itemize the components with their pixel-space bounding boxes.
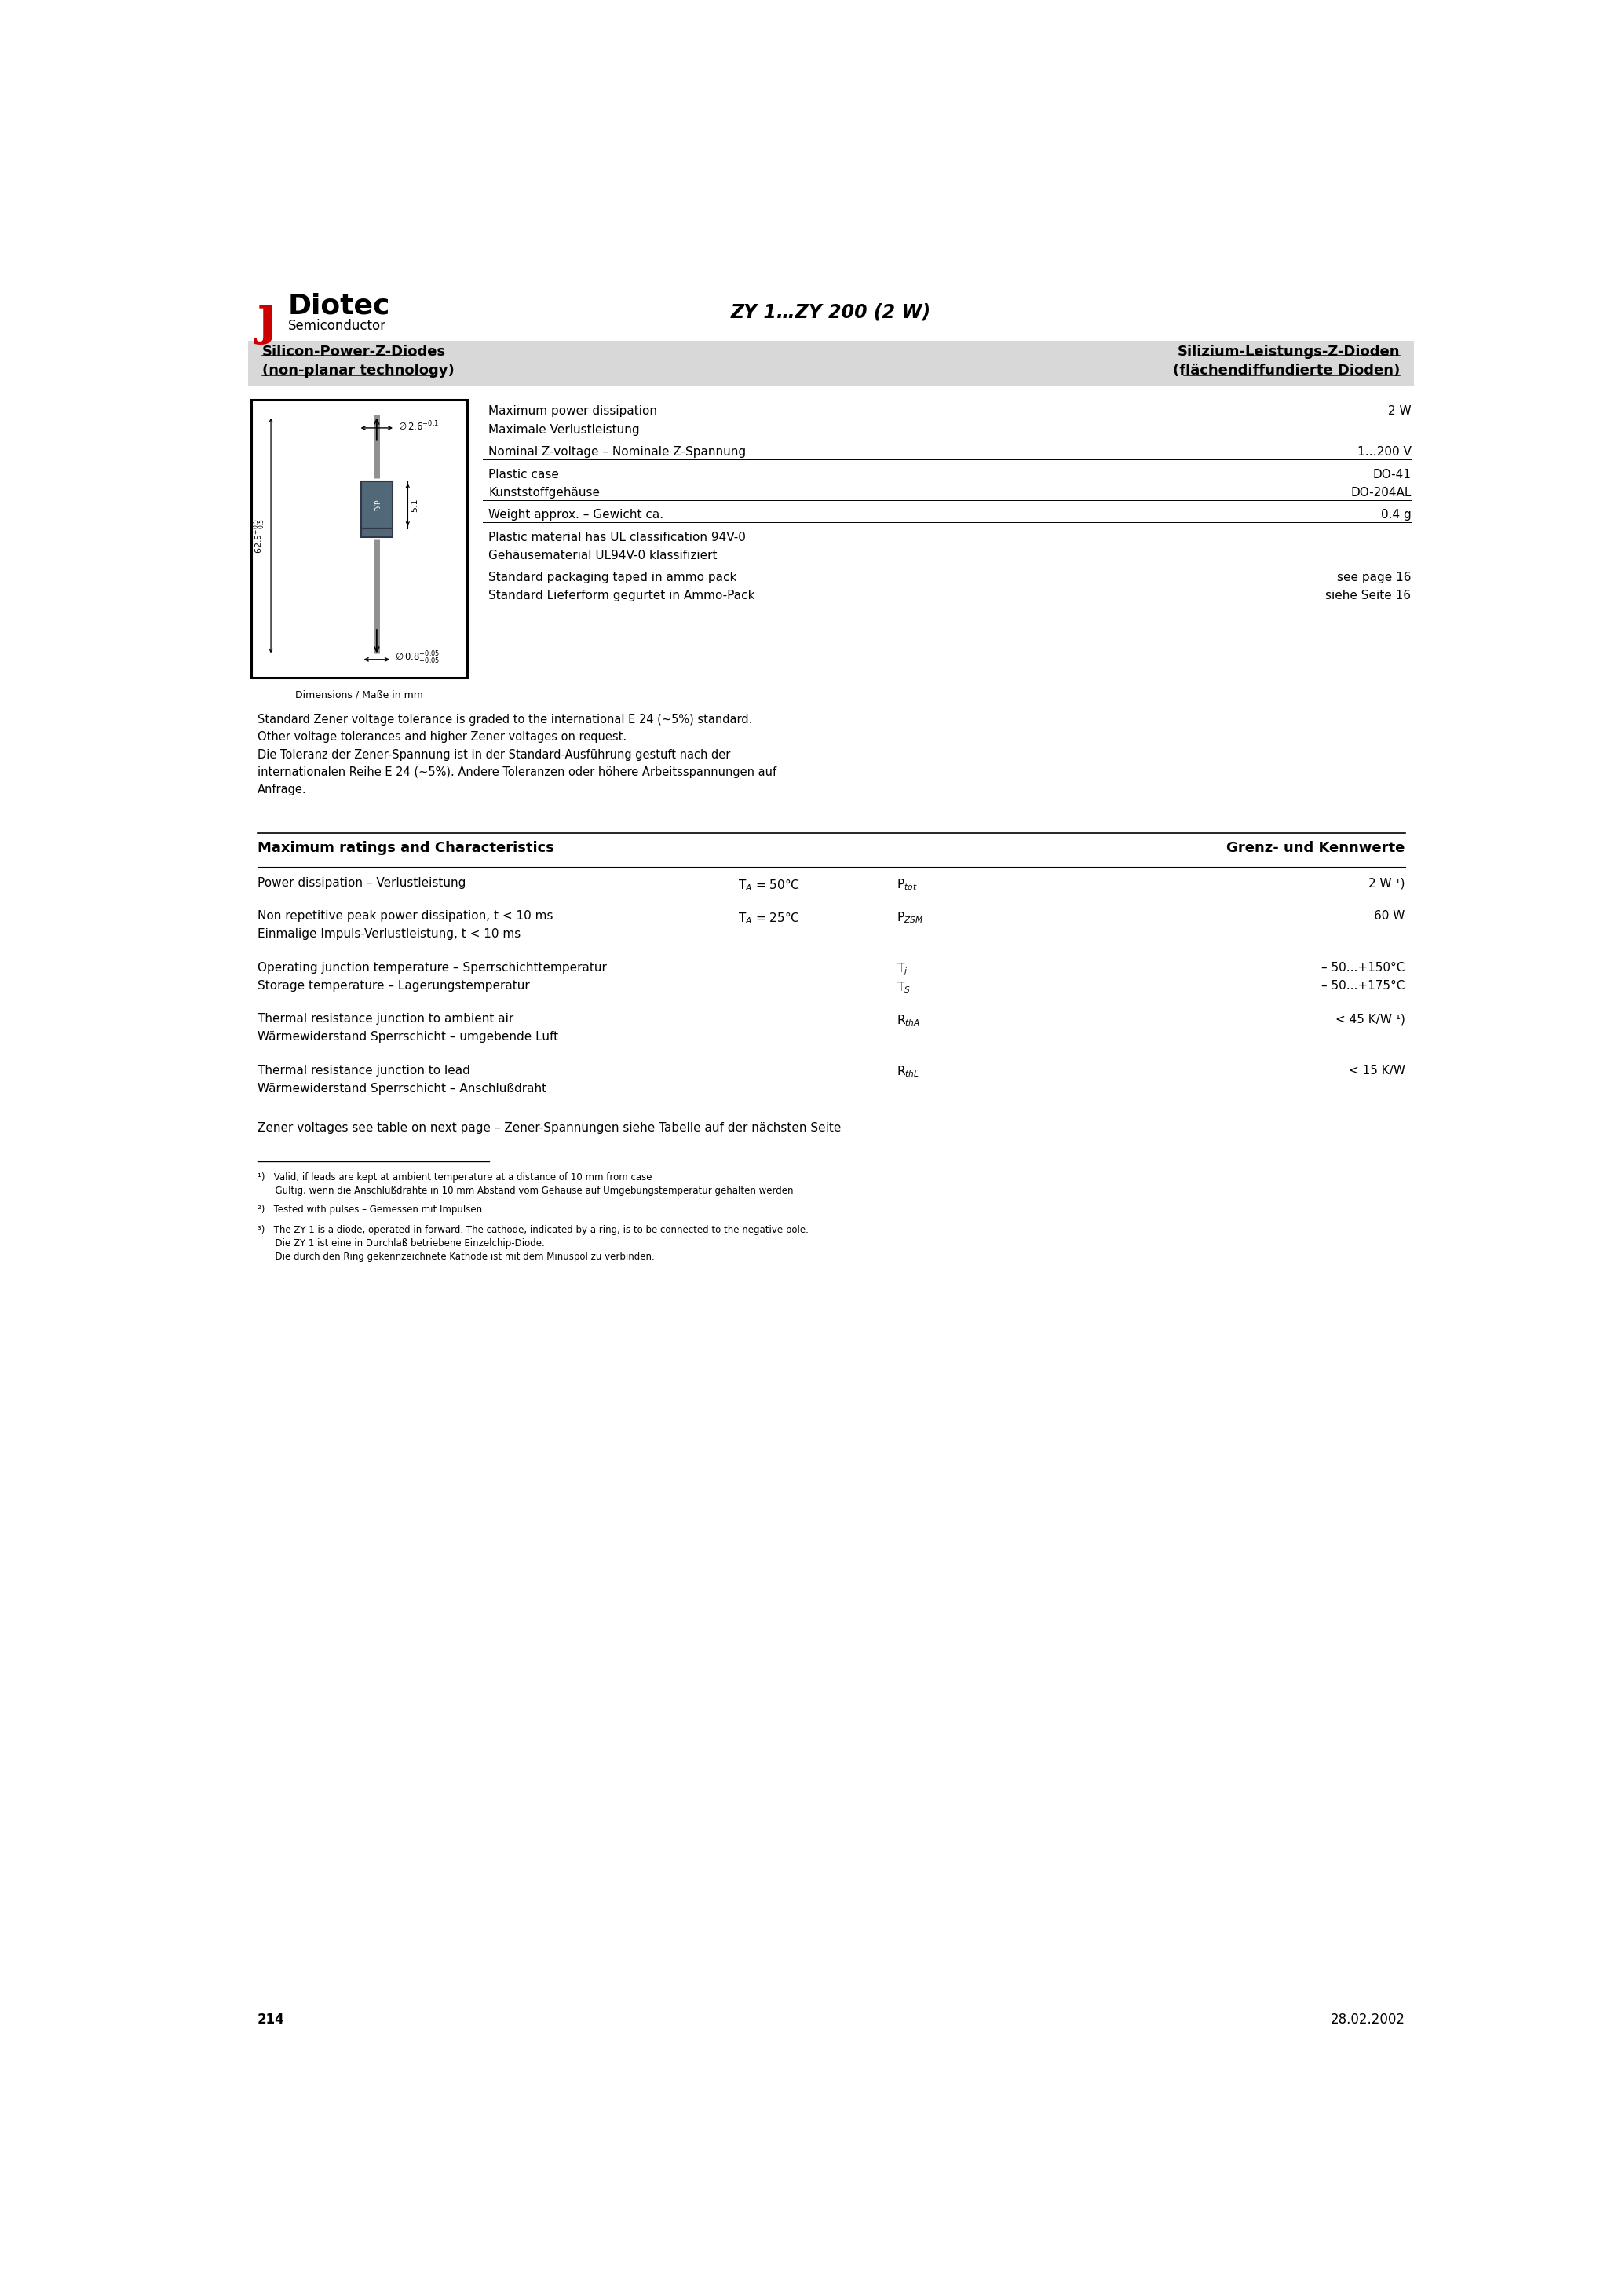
Text: – 50...+150°C: – 50...+150°C bbox=[1322, 962, 1405, 974]
Text: typ: typ bbox=[373, 498, 380, 510]
Text: Gehäusematerial UL94V-0 klassifiziert: Gehäusematerial UL94V-0 klassifiziert bbox=[488, 549, 717, 560]
Text: T$_A$ = 50°C: T$_A$ = 50°C bbox=[738, 877, 800, 893]
Text: (flächendiffundierte Dioden): (flächendiffundierte Dioden) bbox=[1173, 363, 1400, 379]
Text: Power dissipation – Verlustleistung: Power dissipation – Verlustleistung bbox=[258, 877, 466, 889]
Text: Plastic material has UL classification 94V-0: Plastic material has UL classification 9… bbox=[488, 530, 746, 544]
Text: Semiconductor: Semiconductor bbox=[289, 319, 386, 333]
Text: Plastic case: Plastic case bbox=[488, 468, 560, 480]
Text: Non repetitive peak power dissipation, t < 10 ms: Non repetitive peak power dissipation, t… bbox=[258, 912, 553, 923]
Text: 5.1: 5.1 bbox=[410, 498, 418, 512]
Text: Grenz- und Kennwerte: Grenz- und Kennwerte bbox=[1226, 840, 1405, 854]
Text: – 50...+175°C: – 50...+175°C bbox=[1322, 980, 1405, 992]
Text: ZY 1…ZY 200 (2 W): ZY 1…ZY 200 (2 W) bbox=[730, 303, 931, 321]
Text: (non-planar technology): (non-planar technology) bbox=[263, 363, 454, 379]
Text: Wärmewiderstand Sperrschicht – Anschlußdraht: Wärmewiderstand Sperrschicht – Anschlußd… bbox=[258, 1084, 547, 1095]
Text: Silizium-Leistungs-Z-Dioden: Silizium-Leistungs-Z-Dioden bbox=[1178, 344, 1400, 358]
Text: Thermal resistance junction to ambient air: Thermal resistance junction to ambient a… bbox=[258, 1013, 514, 1024]
Text: Dimensions / Maße in mm: Dimensions / Maße in mm bbox=[295, 689, 423, 700]
Bar bbox=[360, 528, 393, 537]
Text: see page 16: see page 16 bbox=[1337, 572, 1411, 583]
Text: T$_S$: T$_S$ bbox=[897, 980, 910, 994]
Text: Thermal resistance junction to lead: Thermal resistance junction to lead bbox=[258, 1065, 470, 1077]
Text: $\varnothing\,2.6^{-0.1}$: $\varnothing\,2.6^{-0.1}$ bbox=[397, 420, 440, 432]
Text: Standard Zener voltage tolerance is graded to the international E 24 (~5%) stand: Standard Zener voltage tolerance is grad… bbox=[258, 714, 777, 794]
Text: 2 W ¹): 2 W ¹) bbox=[1369, 877, 1405, 889]
Text: Wärmewiderstand Sperrschicht – umgebende Luft: Wärmewiderstand Sperrschicht – umgebende… bbox=[258, 1031, 558, 1042]
Text: Weight approx. – Gewicht ca.: Weight approx. – Gewicht ca. bbox=[488, 510, 663, 521]
Text: Zener voltages see table on next page – Zener-Spannungen siehe Tabelle auf der n: Zener voltages see table on next page – … bbox=[258, 1123, 842, 1134]
Bar bbox=[251, 400, 467, 677]
Text: $\varnothing\,0.8^{+0.05}_{-0.05}$: $\varnothing\,0.8^{+0.05}_{-0.05}$ bbox=[396, 650, 440, 666]
Text: DO-41: DO-41 bbox=[1372, 468, 1411, 480]
Text: $62.5^{+0.5}_{-0.5}$: $62.5^{+0.5}_{-0.5}$ bbox=[251, 519, 268, 553]
Text: R$_{thL}$: R$_{thL}$ bbox=[897, 1065, 920, 1079]
Text: 1…200 V: 1…200 V bbox=[1358, 445, 1411, 457]
Text: Einmalige Impuls-Verlustleistung, t < 10 ms: Einmalige Impuls-Verlustleistung, t < 10… bbox=[258, 928, 521, 941]
Bar bbox=[360, 482, 393, 528]
Text: 60 W: 60 W bbox=[1374, 912, 1405, 923]
Text: Maximale Verlustleistung: Maximale Verlustleistung bbox=[488, 425, 641, 436]
Text: siehe Seite 16: siehe Seite 16 bbox=[1325, 590, 1411, 602]
Text: Silicon-Power-Z-Diodes: Silicon-Power-Z-Diodes bbox=[263, 344, 446, 358]
Text: Operating junction temperature – Sperrschichttemperatur: Operating junction temperature – Sperrsc… bbox=[258, 962, 607, 974]
Text: Maximum ratings and Characteristics: Maximum ratings and Characteristics bbox=[258, 840, 555, 854]
Text: ³)   The ZY 1 is a diode, operated in forward. The cathode, indicated by a ring,: ³) The ZY 1 is a diode, operated in forw… bbox=[258, 1224, 808, 1263]
Text: < 45 K/W ¹): < 45 K/W ¹) bbox=[1335, 1013, 1405, 1024]
Text: R$_{thA}$: R$_{thA}$ bbox=[897, 1013, 920, 1029]
Text: Kunststoffgehäuse: Kunststoffgehäuse bbox=[488, 487, 600, 498]
Text: < 15 K/W: < 15 K/W bbox=[1348, 1065, 1405, 1077]
Text: 2 W: 2 W bbox=[1388, 406, 1411, 418]
Text: T$_A$ = 25°C: T$_A$ = 25°C bbox=[738, 912, 800, 925]
Text: Standard packaging taped in ammo pack: Standard packaging taped in ammo pack bbox=[488, 572, 736, 583]
Text: Nominal Z-voltage – Nominale Z-Spannung: Nominal Z-voltage – Nominale Z-Spannung bbox=[488, 445, 746, 457]
Text: Maximum power dissipation: Maximum power dissipation bbox=[488, 406, 657, 418]
Text: Storage temperature – Lagerungstemperatur: Storage temperature – Lagerungstemperatu… bbox=[258, 980, 530, 992]
Bar bbox=[248, 340, 1414, 386]
Text: ¹)   Valid, if leads are kept at ambient temperature at a distance of 10 mm from: ¹) Valid, if leads are kept at ambient t… bbox=[258, 1173, 793, 1196]
Text: ²)   Tested with pulses – Gemessen mit Impulsen: ²) Tested with pulses – Gemessen mit Imp… bbox=[258, 1205, 482, 1215]
Text: DO-204AL: DO-204AL bbox=[1351, 487, 1411, 498]
Text: P$_{tot}$: P$_{tot}$ bbox=[897, 877, 916, 891]
Text: Standard Lieferform gegurtet in Ammo-Pack: Standard Lieferform gegurtet in Ammo-Pac… bbox=[488, 590, 756, 602]
Text: 214: 214 bbox=[258, 2011, 285, 2027]
Text: T$_j$: T$_j$ bbox=[897, 962, 908, 978]
Text: Diotec: Diotec bbox=[289, 292, 391, 319]
Text: 28.02.2002: 28.02.2002 bbox=[1330, 2011, 1405, 2027]
Text: 0.4 g: 0.4 g bbox=[1380, 510, 1411, 521]
Text: ȷ: ȷ bbox=[258, 294, 276, 344]
Text: P$_{ZSM}$: P$_{ZSM}$ bbox=[897, 912, 923, 925]
